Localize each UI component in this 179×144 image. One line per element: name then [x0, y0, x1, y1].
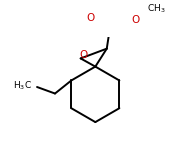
Text: H$_3$C: H$_3$C — [13, 80, 32, 92]
Text: O: O — [131, 15, 139, 25]
Text: CH$_3$: CH$_3$ — [147, 2, 166, 15]
Text: O: O — [80, 50, 88, 60]
Text: O: O — [87, 13, 95, 23]
